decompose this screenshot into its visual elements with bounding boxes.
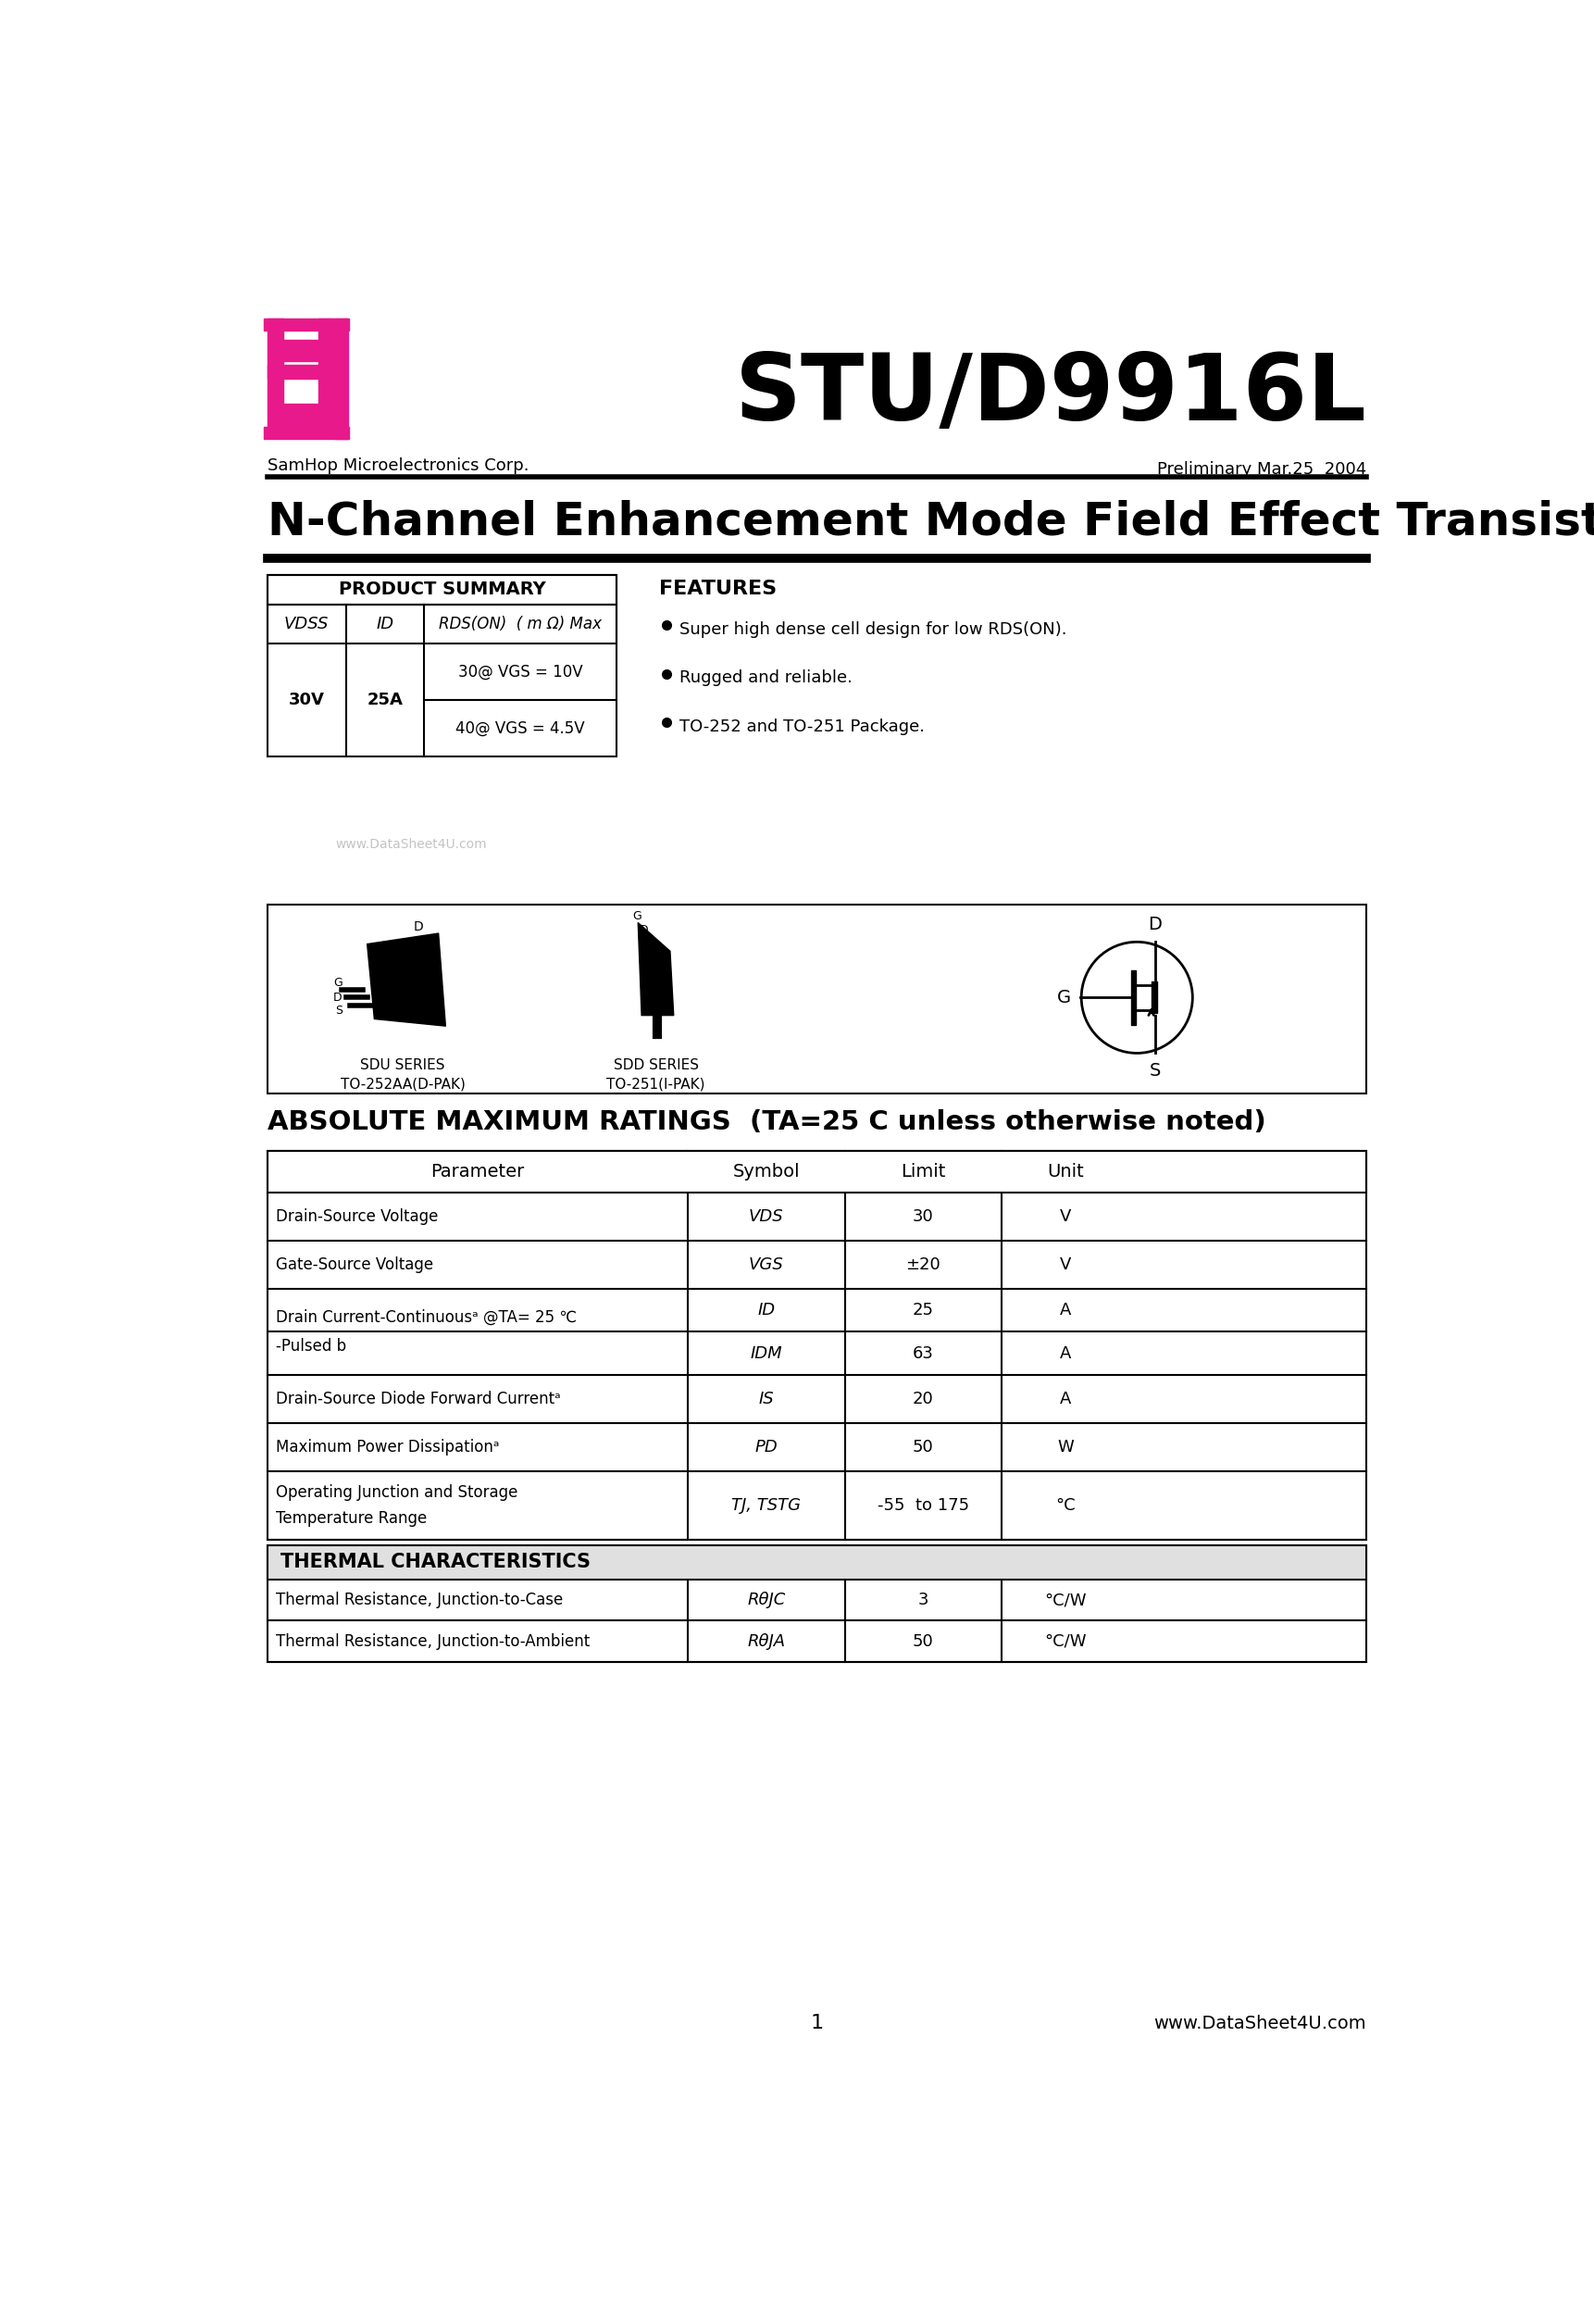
Text: A: A: [1060, 1346, 1071, 1362]
Text: Thermal Resistance, Junction-to-Case: Thermal Resistance, Junction-to-Case: [276, 1592, 563, 1608]
Text: Unit: Unit: [1047, 1162, 1084, 1181]
Text: S: S: [642, 939, 650, 951]
Bar: [268, 1545, 1366, 1580]
Text: Drain-Source Diode Forward Currentᵃ: Drain-Source Diode Forward Currentᵃ: [276, 1390, 561, 1408]
Text: SamHop Microelectronics Corp.: SamHop Microelectronics Corp.: [268, 458, 529, 474]
Text: °C/W: °C/W: [1044, 1592, 1087, 1608]
Text: ABSOLUTE MAXIMUM RATINGS  (TA=25 C unless otherwise noted): ABSOLUTE MAXIMUM RATINGS (TA=25 C unless…: [268, 1109, 1266, 1136]
Text: IDM: IDM: [751, 1346, 783, 1362]
Bar: [268, 1545, 1366, 1662]
Bar: [268, 318, 284, 432]
Text: PD: PD: [756, 1439, 778, 1455]
Text: G: G: [1057, 988, 1071, 1006]
Text: S: S: [335, 1004, 343, 1016]
Bar: [268, 365, 335, 379]
Bar: [268, 574, 617, 604]
Text: VGS: VGS: [749, 1257, 784, 1274]
Polygon shape: [367, 934, 446, 1025]
Text: °C/W: °C/W: [1044, 1634, 1087, 1650]
Text: ID: ID: [757, 1301, 775, 1318]
Polygon shape: [638, 923, 674, 1016]
Text: VDS: VDS: [749, 1208, 784, 1225]
Text: IS: IS: [759, 1390, 775, 1408]
Text: 40@ VGS = 4.5V: 40@ VGS = 4.5V: [456, 720, 585, 737]
Text: www.DataSheet4U.com: www.DataSheet4U.com: [335, 837, 486, 851]
Bar: [265, 428, 349, 439]
Text: W: W: [1057, 1439, 1074, 1455]
Bar: [268, 604, 617, 644]
Text: Thermal Resistance, Junction-to-Ambient: Thermal Resistance, Junction-to-Ambient: [276, 1634, 590, 1650]
Text: S: S: [1149, 1062, 1160, 1078]
Text: www.DataSheet4U.com: www.DataSheet4U.com: [1154, 2015, 1366, 2034]
Text: TO-252 and TO-251 Package.: TO-252 and TO-251 Package.: [679, 718, 925, 734]
Text: RθJA: RθJA: [748, 1634, 786, 1650]
Bar: [265, 318, 349, 330]
Text: D: D: [639, 925, 649, 937]
Text: TJ, TSTG: TJ, TSTG: [732, 1497, 802, 1513]
Text: Rugged and reliable.: Rugged and reliable.: [679, 669, 853, 686]
Text: G: G: [333, 978, 343, 990]
Text: THERMAL CHARACTERISTICS: THERMAL CHARACTERISTICS: [281, 1552, 590, 1571]
Text: A: A: [1060, 1301, 1071, 1318]
Text: FEATURES: FEATURES: [660, 579, 778, 597]
Text: 1: 1: [810, 2015, 824, 2034]
Text: 63: 63: [912, 1346, 934, 1362]
Bar: [268, 904, 1366, 1095]
Text: Super high dense cell design for low RDS(ON).: Super high dense cell design for low RDS…: [679, 621, 1066, 637]
Text: 25A: 25A: [367, 693, 403, 709]
Text: VDSS: VDSS: [284, 616, 328, 632]
Bar: [284, 404, 319, 428]
Text: 25: 25: [912, 1301, 934, 1318]
Bar: [268, 1150, 1366, 1192]
Text: Preliminary Mar.25  2004: Preliminary Mar.25 2004: [1157, 460, 1366, 476]
Bar: [319, 318, 335, 432]
Text: V: V: [1060, 1257, 1071, 1274]
Text: SDU SERIES
TO-252AA(D-PAK): SDU SERIES TO-252AA(D-PAK): [341, 1057, 465, 1092]
Text: SDD SERIES
TO-251(I-PAK): SDD SERIES TO-251(I-PAK): [607, 1057, 705, 1092]
Bar: [268, 574, 617, 758]
Text: -55  to 175: -55 to 175: [877, 1497, 969, 1513]
Text: 30@ VGS = 10V: 30@ VGS = 10V: [457, 665, 583, 681]
Bar: [335, 318, 347, 439]
Text: STU/D9916L: STU/D9916L: [735, 351, 1366, 439]
Text: 30V: 30V: [289, 693, 325, 709]
Bar: [284, 339, 319, 360]
Text: Parameter: Parameter: [430, 1162, 524, 1181]
Text: ID: ID: [376, 616, 394, 632]
Text: RDS(ON)  ( m Ω) Max: RDS(ON) ( m Ω) Max: [438, 616, 603, 632]
Text: A: A: [1060, 1390, 1071, 1408]
Bar: [268, 1150, 1366, 1538]
Text: D: D: [333, 992, 343, 1004]
Text: D: D: [413, 920, 424, 934]
Text: G: G: [633, 909, 641, 923]
Text: 30: 30: [913, 1208, 934, 1225]
Text: 3: 3: [918, 1592, 928, 1608]
Text: PRODUCT SUMMARY: PRODUCT SUMMARY: [338, 581, 545, 600]
Text: D: D: [1148, 916, 1162, 934]
Text: Drain-Source Voltage: Drain-Source Voltage: [276, 1208, 438, 1225]
Text: Maximum Power Dissipationᵃ: Maximum Power Dissipationᵃ: [276, 1439, 499, 1455]
Text: 20: 20: [913, 1390, 934, 1408]
Text: V: V: [1060, 1208, 1071, 1225]
Bar: [1132, 971, 1135, 1025]
Text: RθJC: RθJC: [748, 1592, 786, 1608]
Text: Symbol: Symbol: [733, 1162, 800, 1181]
Text: N-Channel Enhancement Mode Field Effect Transistor: N-Channel Enhancement Mode Field Effect …: [268, 500, 1594, 544]
Bar: [1151, 981, 1157, 1013]
Text: 50: 50: [913, 1634, 934, 1650]
Text: Gate-Source Voltage: Gate-Source Voltage: [276, 1257, 434, 1274]
Text: Operating Junction and Storage
Temperature Range: Operating Junction and Storage Temperatu…: [276, 1485, 518, 1527]
Text: ±20: ±20: [905, 1257, 940, 1274]
Text: 50: 50: [913, 1439, 934, 1455]
Text: Drain Current-Continuousᵃ @TA= 25 ℃
-Pulsed b: Drain Current-Continuousᵃ @TA= 25 ℃ -Pul…: [276, 1308, 577, 1355]
Text: Limit: Limit: [901, 1162, 945, 1181]
Text: °C: °C: [1055, 1497, 1076, 1513]
